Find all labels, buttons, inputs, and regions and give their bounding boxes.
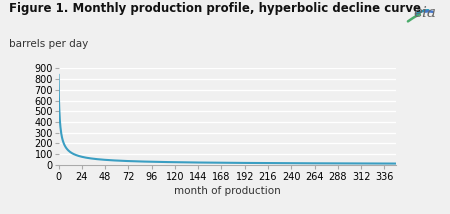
X-axis label: month of production: month of production bbox=[174, 186, 281, 196]
Text: Figure 1. Monthly production profile, hyperbolic decline curve: Figure 1. Monthly production profile, hy… bbox=[9, 2, 421, 15]
Text: eia: eia bbox=[414, 6, 436, 20]
Text: barrels per day: barrels per day bbox=[9, 39, 88, 49]
